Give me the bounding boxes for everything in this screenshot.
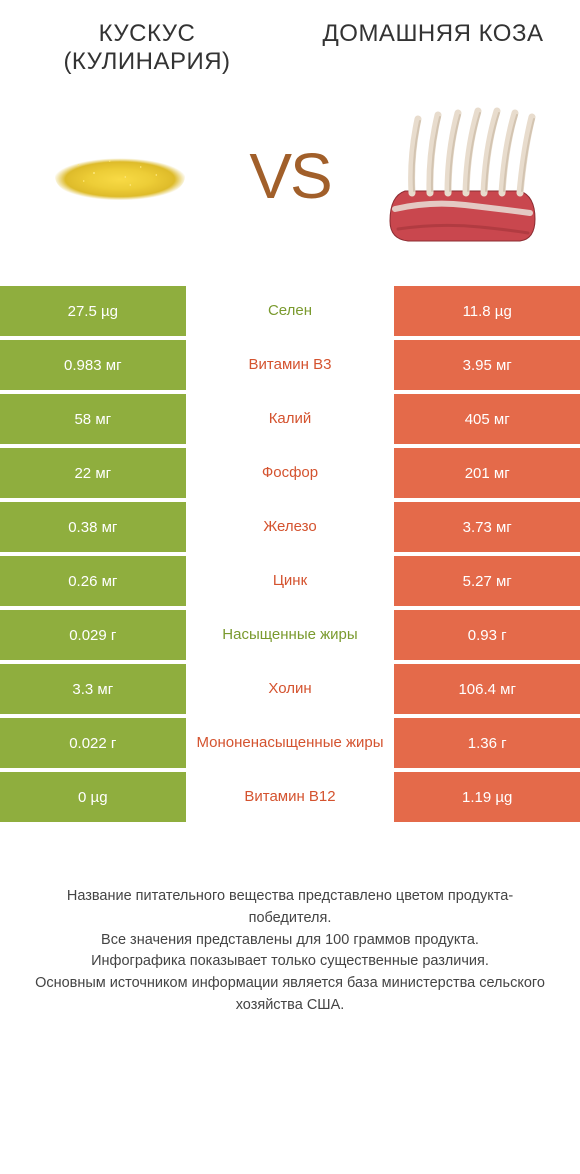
comparison-table: 27.5 µgСелен11.8 µg0.983 мгВитамин B33.9… (0, 286, 580, 822)
goat-rack-icon (370, 101, 550, 251)
right-value-cell: 405 мг (394, 394, 580, 444)
footer-line: Инфографика показывает только существенн… (30, 951, 550, 973)
left-food-title: КУСКУС (КУЛИНАРИЯ) (30, 20, 264, 76)
table-row: 0.029 гНасыщенные жиры0.93 г (0, 610, 580, 660)
right-value-cell: 106.4 мг (394, 664, 580, 714)
nutrient-label-cell: Холин (186, 664, 395, 714)
right-food-image (370, 106, 550, 246)
right-value-cell: 1.19 µg (394, 772, 580, 822)
right-value-cell: 201 мг (394, 448, 580, 498)
table-row: 3.3 мгХолин106.4 мг (0, 664, 580, 714)
right-value-cell: 5.27 мг (394, 556, 580, 606)
table-row: 0.022 гМононенасыщенные жиры1.36 г (0, 718, 580, 768)
left-value-cell: 0.983 мг (0, 340, 186, 390)
table-row: 0.26 мгЦинк5.27 мг (0, 556, 580, 606)
left-value-cell: 0 µg (0, 772, 186, 822)
table-row: 0.38 мгЖелезо3.73 мг (0, 502, 580, 552)
nutrient-label-cell: Насыщенные жиры (186, 610, 395, 660)
footer-line: Название питательного вещества представл… (30, 886, 550, 930)
left-value-cell: 0.38 мг (0, 502, 186, 552)
footer-notes: Название питательного вещества представл… (0, 826, 580, 1017)
left-value-cell: 0.26 мг (0, 556, 186, 606)
table-row: 58 мгКалий405 мг (0, 394, 580, 444)
vs-row: VS (0, 86, 580, 286)
right-value-cell: 3.95 мг (394, 340, 580, 390)
nutrient-label-cell: Фосфор (186, 448, 395, 498)
table-row: 27.5 µgСелен11.8 µg (0, 286, 580, 336)
left-value-cell: 3.3 мг (0, 664, 186, 714)
footer-line: Основным источником информации является … (30, 973, 550, 1017)
right-value-cell: 3.73 мг (394, 502, 580, 552)
nutrient-label-cell: Мононенасыщенные жиры (186, 718, 395, 768)
nutrient-label-cell: Витамин B12 (186, 772, 395, 822)
table-row: 0 µgВитамин B121.19 µg (0, 772, 580, 822)
header-row: КУСКУС (КУЛИНАРИЯ) ДОМАШНЯЯ КОЗА (0, 0, 580, 86)
right-food-title: ДОМАШНЯЯ КОЗА (316, 20, 550, 76)
nutrient-label-cell: Селен (186, 286, 395, 336)
left-food-image (30, 106, 210, 246)
nutrient-label-cell: Калий (186, 394, 395, 444)
table-row: 22 мгФосфор201 мг (0, 448, 580, 498)
left-value-cell: 0.029 г (0, 610, 186, 660)
right-value-cell: 0.93 г (394, 610, 580, 660)
left-value-cell: 58 мг (0, 394, 186, 444)
nutrient-label-cell: Железо (186, 502, 395, 552)
vs-label: VS (249, 139, 330, 213)
nutrient-label-cell: Витамин B3 (186, 340, 395, 390)
right-value-cell: 1.36 г (394, 718, 580, 768)
table-row: 0.983 мгВитамин B33.95 мг (0, 340, 580, 390)
left-value-cell: 27.5 µg (0, 286, 186, 336)
nutrient-label-cell: Цинк (186, 556, 395, 606)
left-value-cell: 22 мг (0, 448, 186, 498)
footer-line: Все значения представлены для 100 граммо… (30, 930, 550, 952)
right-value-cell: 11.8 µg (394, 286, 580, 336)
left-value-cell: 0.022 г (0, 718, 186, 768)
couscous-icon (55, 149, 185, 204)
